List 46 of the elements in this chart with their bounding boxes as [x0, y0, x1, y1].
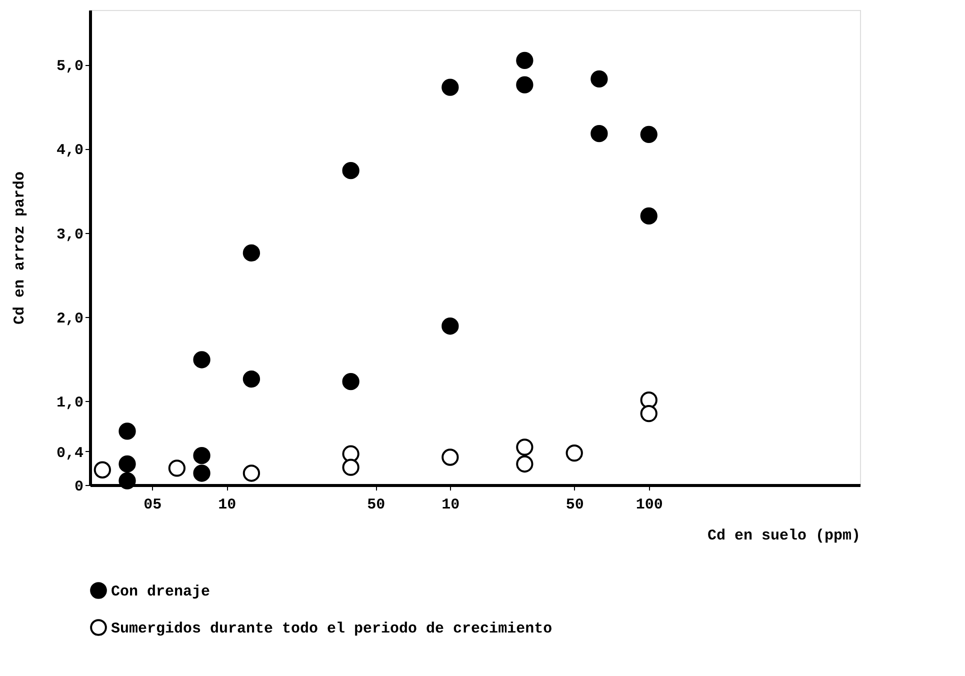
y-tick-label: 2,0: [56, 310, 84, 328]
y-tick-label: 3,0: [56, 226, 84, 244]
point: [342, 458, 360, 476]
point: [342, 162, 360, 180]
point: [640, 404, 658, 422]
point: [640, 392, 658, 409]
x-tick-label: 100: [636, 496, 663, 514]
x-tick-label: 10: [218, 496, 236, 514]
point: [193, 351, 210, 368]
point: [566, 444, 583, 462]
y-tick-label: 1,0: [56, 394, 84, 412]
point: [590, 70, 608, 88]
point: [193, 447, 210, 464]
x-tick-label: 10: [442, 496, 460, 514]
y-tick-label: 5,0: [56, 58, 84, 76]
legend-label: Con drenaje: [111, 584, 210, 600]
x-tick-label: 50: [566, 496, 584, 514]
point: [516, 76, 534, 94]
point: [516, 438, 534, 456]
point: [516, 455, 534, 473]
point: [640, 126, 658, 143]
point: [442, 448, 459, 466]
point: [640, 207, 658, 225]
point: [118, 472, 136, 490]
point: [442, 318, 459, 335]
y-tick-label: 0,4: [56, 444, 84, 462]
y-axis-title: Cd en arroz pardo: [11, 171, 28, 325]
x-tick-label: 05: [144, 496, 162, 514]
point: [242, 370, 260, 388]
point: [94, 461, 111, 478]
point: [242, 464, 260, 482]
point: [118, 422, 136, 440]
point: [168, 460, 186, 477]
point: [516, 52, 534, 70]
point: [590, 125, 608, 142]
point: [342, 445, 360, 462]
point: [242, 244, 260, 262]
point: [342, 373, 360, 390]
x-axis-title: Cd en suelo (ppm): [707, 528, 860, 544]
point: [193, 464, 210, 482]
y-tick-label: 4,0: [56, 142, 84, 160]
y-tick-label: 0: [74, 478, 84, 496]
point: [442, 78, 459, 96]
point: [118, 455, 136, 473]
legend-label: Sumergidos durante todo el periodo de crecimiento: [111, 620, 552, 638]
x-tick-label: 50: [367, 496, 386, 514]
